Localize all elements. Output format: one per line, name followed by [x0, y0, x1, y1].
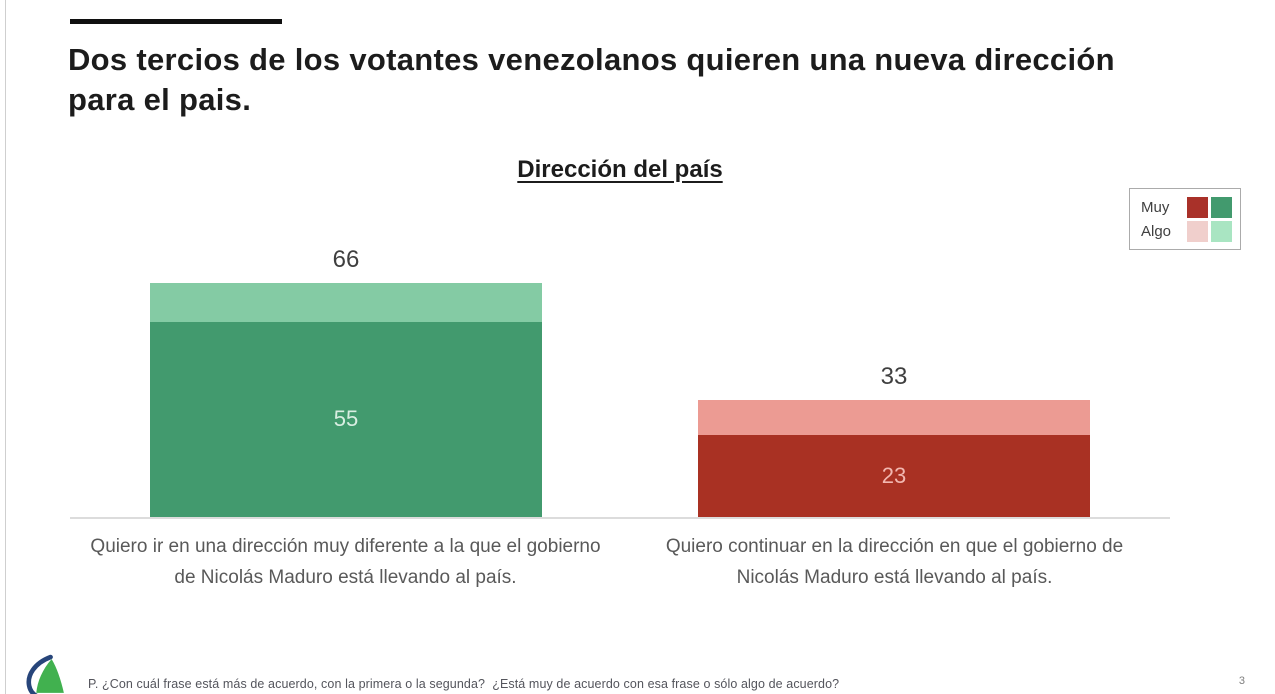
legend-swatch-muy-red — [1187, 196, 1208, 218]
bar-group-continuar-direccion: 33 23 — [698, 363, 1090, 517]
slide-left-edge-line — [5, 0, 6, 694]
category-axis-labels: Quiero ir en una dirección muy diferente… — [70, 531, 1170, 601]
page-number: 3 — [1238, 675, 1245, 687]
bar-segment-muy: 55 — [150, 321, 542, 517]
bar-total-label: 33 — [880, 362, 908, 390]
bar-segment-muy: 23 — [698, 435, 1090, 517]
chart-legend: Muy Algo — [1129, 188, 1241, 250]
chart-title: Dirección del país — [70, 156, 1170, 184]
bar-muy-value-label: 23 — [881, 463, 907, 489]
bar-segment-algo — [698, 399, 1090, 436]
legend-label-algo: Algo — [1141, 222, 1172, 240]
bar-muy-value-label: 55 — [333, 406, 359, 432]
slide-title: Dos tercios de los votantes venezolanos … — [68, 42, 1115, 117]
category-label-continuar: Quiero continuar en la dirección en que … — [665, 536, 1124, 588]
bar-total-label: 66 — [332, 245, 360, 273]
footnote-question: P. ¿Con cuál frase está más de acuerdo, … — [88, 677, 840, 691]
legend-swatch-muy-green — [1211, 196, 1232, 218]
chart-title-text: Dirección del país — [517, 156, 723, 183]
category-label-nueva-direccion: Quiero ir en una dirección muy diferente… — [90, 536, 601, 588]
bar-segment-algo — [150, 282, 542, 322]
legend-row-algo: Algo — [1141, 220, 1232, 242]
legend-row-muy: Muy — [1141, 196, 1232, 218]
legend-swatch-algo-green — [1211, 220, 1232, 242]
sailboat-logo-icon — [26, 654, 64, 694]
legend-swatch-algo-pink — [1187, 220, 1208, 242]
bar-group-nueva-direccion: 66 55 — [150, 246, 542, 517]
chart-plot-area: 66 55 33 23 — [70, 240, 1170, 519]
title-accent-rule — [70, 19, 282, 24]
legend-label-muy: Muy — [1141, 198, 1170, 216]
